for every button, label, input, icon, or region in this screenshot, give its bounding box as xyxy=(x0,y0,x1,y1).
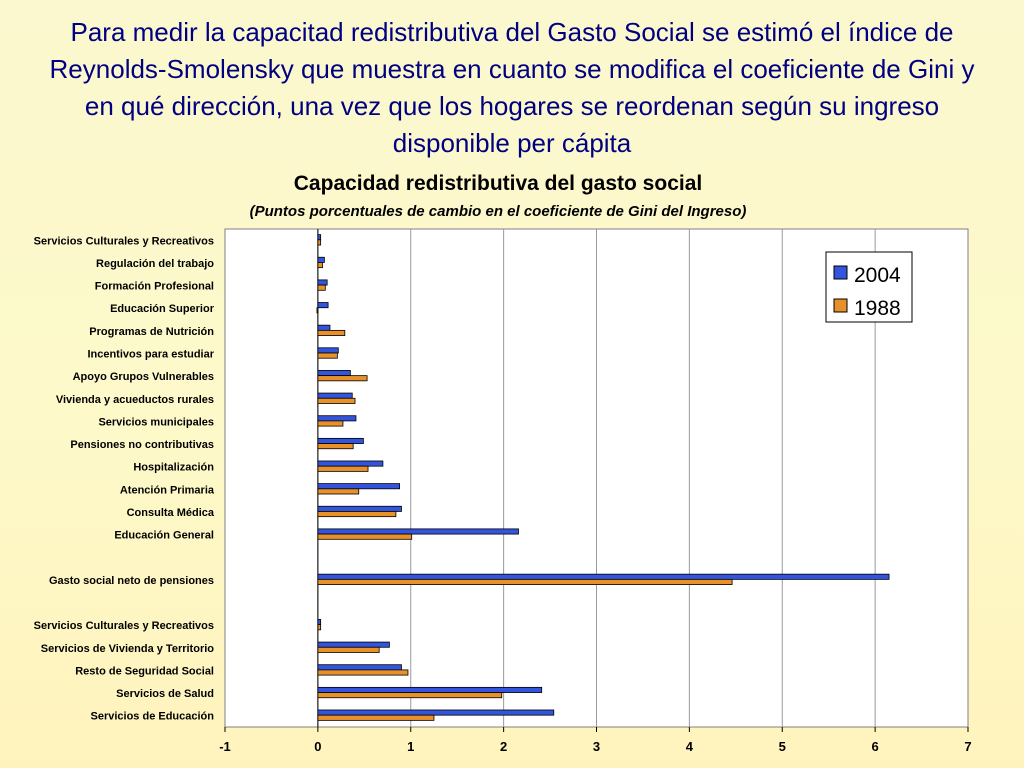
bar-2004 xyxy=(317,641,390,648)
legend-label: 1988 xyxy=(854,297,901,320)
chart-subtitle: (Puntos porcentuales de cambio en el coe… xyxy=(249,203,747,220)
bar-2004 xyxy=(317,234,322,241)
bar-1988 xyxy=(317,624,322,631)
category-label: Servicios Culturales y Recreativos xyxy=(34,620,214,632)
x-tick-label: 0 xyxy=(314,739,321,754)
bar-1988 xyxy=(317,533,413,540)
category-label: Apoyo Grupos Vulnerables xyxy=(73,371,214,383)
bar-2004 xyxy=(317,324,331,331)
x-tick-label: 1 xyxy=(407,739,414,754)
bar-1988 xyxy=(317,420,344,427)
bar-2004 xyxy=(317,302,329,309)
x-tick-label: 3 xyxy=(593,739,600,754)
bar-2004 xyxy=(317,686,543,693)
x-tick-label: 5 xyxy=(779,739,786,754)
x-tick-label: -1 xyxy=(219,739,231,754)
category-label: Regulación del trabajo xyxy=(96,258,214,270)
bar-2004 xyxy=(317,460,384,467)
x-tick-label: 6 xyxy=(872,739,879,754)
bar-1988 xyxy=(317,352,338,359)
slide-title: Para medir la capacitad redistributiva d… xyxy=(49,17,975,158)
category-label: Vivienda y acueductos rurales xyxy=(56,394,214,406)
category-label: Resto de Seguridad Social xyxy=(75,665,214,677)
category-label: Educación Superior xyxy=(110,303,215,315)
bar-1988 xyxy=(317,239,322,246)
category-label: Gasto social neto de pensiones xyxy=(49,575,214,587)
category-label: Servicios de Salud xyxy=(116,688,214,700)
bar-2004 xyxy=(317,619,322,626)
bar-1988 xyxy=(317,375,368,382)
bar-2004 xyxy=(317,256,325,263)
bar-1988 xyxy=(317,262,323,269)
bar-2004 xyxy=(317,709,555,716)
bar-2004 xyxy=(317,505,402,512)
bar-2004 xyxy=(317,664,402,671)
category-label: Servicios de Vivienda y Territorio xyxy=(41,643,214,655)
category-label: Servicios Culturales y Recreativos xyxy=(34,235,214,247)
bar-2004 xyxy=(317,483,401,490)
bar-2004 xyxy=(317,279,328,286)
bar-2004 xyxy=(317,370,351,377)
category-label: Incentivos para estudiar xyxy=(87,349,214,361)
bar-2004 xyxy=(317,573,890,580)
bar-1988 xyxy=(317,397,356,404)
legend-label: 2004 xyxy=(854,264,901,287)
category-label: Servicios municipales xyxy=(98,416,214,428)
category-label: Pensiones no contributivas xyxy=(70,439,214,451)
bar-1988 xyxy=(317,669,409,676)
legend-swatch xyxy=(833,298,848,313)
bar-2004 xyxy=(317,392,353,399)
bar-2004 xyxy=(317,415,357,422)
category-label: Servicios de Educación xyxy=(91,711,215,723)
bar-1988 xyxy=(316,307,319,314)
bar-1988 xyxy=(317,329,346,336)
chart-title: Capacidad redistributiva del gasto socia… xyxy=(293,172,703,195)
bar-1988 xyxy=(317,714,435,721)
category-label: Educación General xyxy=(114,530,214,542)
bar-2004 xyxy=(317,437,364,444)
x-tick-label: 2 xyxy=(500,739,507,754)
category-label: Formación Profesional xyxy=(95,281,214,293)
bar-1988 xyxy=(317,646,380,653)
bar-2004 xyxy=(317,528,519,535)
bar-1988 xyxy=(317,284,326,291)
bar-2004 xyxy=(317,347,339,354)
bar-1988 xyxy=(317,692,503,699)
category-label: Programas de Nutrición xyxy=(89,326,214,338)
category-label: Hospitalización xyxy=(133,462,214,474)
bar-1988 xyxy=(317,511,397,518)
category-label: Consulta Médica xyxy=(127,507,215,519)
x-tick-label: 7 xyxy=(964,739,971,754)
bar-1988 xyxy=(317,443,354,450)
bar-1988 xyxy=(317,488,360,495)
category-label: Atención Primaria xyxy=(120,484,215,496)
x-tick-label: 4 xyxy=(686,739,694,754)
legend-swatch xyxy=(833,265,848,280)
bar-1988 xyxy=(317,578,733,585)
bar-1988 xyxy=(317,465,369,472)
